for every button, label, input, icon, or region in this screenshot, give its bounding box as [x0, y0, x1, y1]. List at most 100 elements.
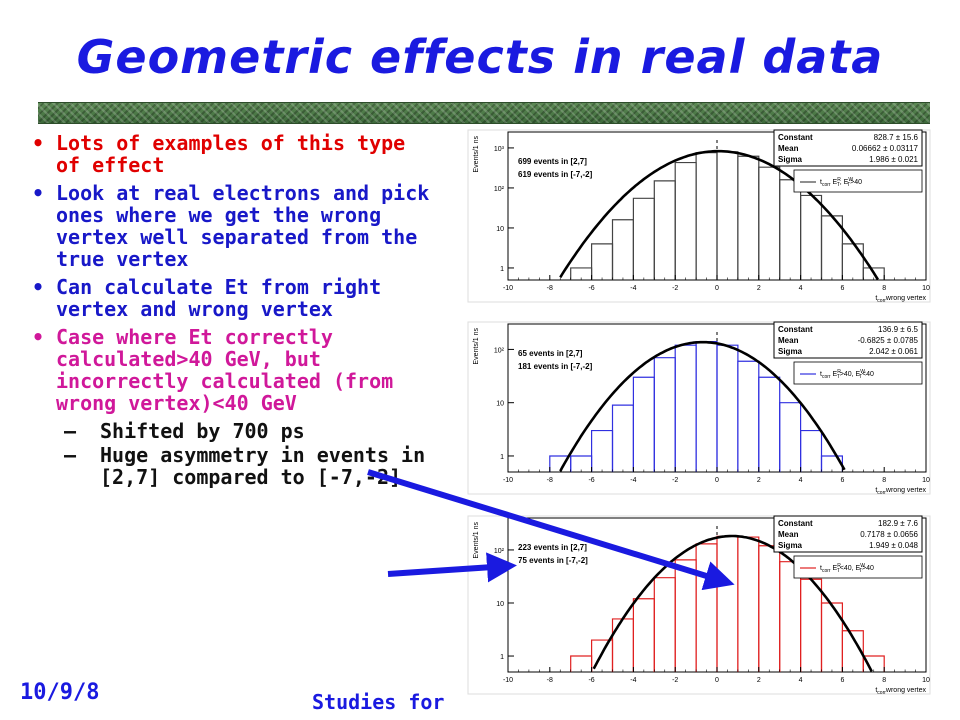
bullet-item: • Lots of examples of this type of effect — [30, 132, 435, 176]
x-tick-label: 10 — [922, 477, 930, 484]
x-tick-label: 6 — [840, 677, 844, 684]
x-tick-label: 0 — [715, 285, 719, 292]
x-tick-label: -8 — [547, 285, 553, 292]
gaussian-fit-curve — [559, 340, 846, 472]
gaussian-fit-curve — [592, 534, 873, 673]
stats-value: 1.986 ± 0.021 — [869, 155, 918, 164]
bullet-dot: • — [32, 181, 45, 205]
sub-bullet-text: Shifted by 700 ps — [100, 419, 305, 443]
y-axis-label: Events/1 ns — [473, 522, 480, 559]
date-label: 10/9/8 — [20, 680, 100, 705]
count-label: 223 events in [2,7] — [518, 543, 587, 552]
stats-name: Sigma — [778, 155, 803, 164]
stats-value: 0.7178 ± 0.0656 — [860, 530, 918, 539]
x-tick-label: 4 — [799, 677, 803, 684]
x-tick-label: -10 — [503, 285, 513, 292]
stats-name: Constant — [778, 519, 813, 528]
x-tick-label: 10 — [922, 677, 930, 684]
legend-label: tcorr ER T<40, EW T>40 — [820, 563, 874, 574]
stats-name: Constant — [778, 325, 813, 334]
y-tick-label: 10³ — [494, 146, 505, 153]
x-tick-label: 6 — [840, 285, 844, 292]
stats-value: 136.9 ± 6.5 — [878, 325, 919, 334]
footer-text: Studies for — [312, 690, 445, 714]
stats-value: 0.06662 ± 0.03117 — [852, 144, 919, 153]
bullet-item: • Case where Et correctly calculated>40 G… — [30, 326, 435, 414]
bullet-item: • Can calculate Et from right vertex and … — [30, 276, 435, 320]
bullet-text: Look at real electrons and pick ones whe… — [56, 181, 430, 271]
x-axis-label: tcorrwrong vertex — [875, 295, 926, 304]
x-tick-label: 4 — [799, 285, 803, 292]
x-tick-label: 0 — [715, 477, 719, 484]
legend-box — [793, 169, 923, 193]
x-tick-label: 2 — [757, 677, 761, 684]
x-axis-label: tcorrwrong vertex — [875, 487, 926, 496]
x-tick-label: -2 — [672, 285, 678, 292]
x-tick-label: -8 — [547, 677, 553, 684]
y-tick-label: 1 — [500, 654, 504, 661]
bullet-list: • Lots of examples of this type of effect… — [30, 132, 435, 490]
legend-box — [793, 361, 923, 385]
x-tick-label: 8 — [882, 677, 886, 684]
stats-name: Sigma — [778, 541, 803, 550]
x-tick-label: 0 — [715, 677, 719, 684]
histogram-bin — [841, 630, 864, 672]
x-tick-label: -10 — [503, 477, 513, 484]
x-tick-label: 2 — [757, 285, 761, 292]
y-tick-label: 1 — [500, 266, 504, 273]
histogram-bin — [862, 655, 885, 672]
x-tick-label: 10 — [922, 285, 930, 292]
y-tick-label: 10² — [494, 186, 505, 193]
x-tick-label: -2 — [672, 477, 678, 484]
x-tick-label: 4 — [799, 477, 803, 484]
x-tick-label: -6 — [588, 477, 594, 484]
x-tick-label: 8 — [882, 285, 886, 292]
x-tick-label: 2 — [757, 477, 761, 484]
bullet-dot: • — [32, 275, 45, 299]
y-tick-label: 10 — [496, 601, 504, 608]
stats-value: 1.949 ± 0.048 — [869, 541, 918, 550]
histogram-panel-middle: -10 -8 -6 -4 -2 0 2 4 6 8 10 1 10 10² Events/1 ns tcorr… — [467, 321, 931, 496]
decorative-band — [38, 102, 930, 124]
stats-value: 2.042 ± 0.061 — [869, 347, 918, 356]
arrow-to-peak — [367, 469, 735, 591]
y-tick-label: 1 — [500, 454, 504, 461]
stats-name: Mean — [778, 144, 799, 153]
bullet-item: • Look at real electrons and pick ones wh… — [30, 182, 435, 270]
gaussian-fit-curve — [559, 149, 879, 281]
x-tick-label: -6 — [588, 285, 594, 292]
count-label: 699 events in [2,7] — [518, 157, 587, 166]
sub-bullet-text: Huge asymmetry in events in [2,7] compar… — [100, 443, 426, 489]
stats-name: Mean — [778, 336, 799, 345]
bullet-dot: • — [32, 131, 45, 155]
x-axis-label: tcorrwrong vertex — [875, 687, 926, 696]
histogram-panel-bottom: -10 -8 -6 -4 -2 0 2 4 6 8 10 1 10 10² Events/1 ns tcorr… — [467, 515, 931, 696]
legend-label: tcorr ER T>40, EW T<40 — [820, 369, 874, 380]
count-label: 75 events in [-7,-2] — [518, 556, 588, 565]
y-tick-label: 10 — [496, 401, 504, 408]
x-tick-label: -4 — [630, 477, 636, 484]
x-tick-label: -2 — [672, 677, 678, 684]
x-tick-label: -6 — [588, 677, 594, 684]
page-title: Geometric effects in real data — [76, 30, 884, 84]
stats-value: -0.6825 ± 0.0785 — [858, 336, 919, 345]
stats-value: 828.7 ± 15.6 — [874, 133, 919, 142]
stats-box — [773, 129, 923, 167]
x-tick-label: 8 — [882, 477, 886, 484]
stats-name: Constant — [778, 133, 813, 142]
sub-bullet-item: – Huge asymmetry in events in [2,7] compa… — [30, 444, 435, 488]
stats-box — [773, 515, 923, 553]
count-label: 619 events in [-7,-2] — [518, 170, 593, 179]
bullet-dot: • — [32, 325, 45, 349]
stats-name: Mean — [778, 530, 799, 539]
legend-label: tcorr ER T, EW T>40 — [820, 177, 862, 188]
y-axis-label: Events/1 ns — [473, 328, 480, 365]
y-tick-label: 10² — [494, 548, 505, 555]
legend-box — [793, 555, 923, 579]
x-tick-label: -4 — [630, 285, 636, 292]
bullet-text: Case where Et correctly calculated>40 Ge… — [56, 325, 394, 415]
bullet-text: Can calculate Et from right vertex and w… — [56, 275, 382, 321]
bullet-text: Lots of examples of this type of effect — [56, 131, 406, 177]
histogram-bin — [862, 267, 885, 280]
sub-bullet-dash: – — [64, 419, 77, 443]
